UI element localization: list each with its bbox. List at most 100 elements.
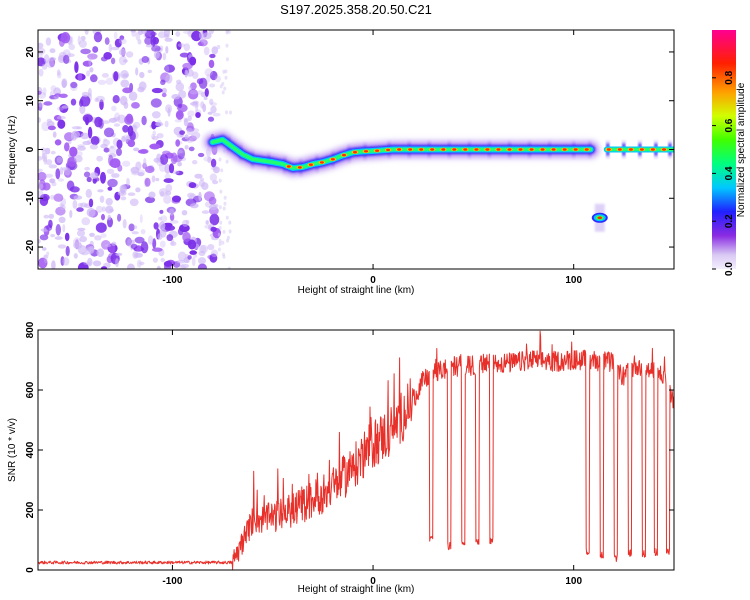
noise-speck <box>164 225 176 231</box>
noise-speck <box>101 213 105 221</box>
noise-speck <box>224 69 228 74</box>
noise-speck <box>130 166 140 174</box>
noise-speck <box>176 79 182 85</box>
noise-speck <box>108 43 113 53</box>
ridge-peak <box>375 149 380 152</box>
noise-speck <box>166 234 174 242</box>
x-tick-label: 0 <box>370 275 376 286</box>
noise-speck <box>80 132 90 140</box>
noise-speck <box>42 152 48 162</box>
noise-speck <box>223 201 227 206</box>
noise-speck <box>107 178 118 188</box>
noise-speck <box>127 263 135 269</box>
noise-speck <box>80 35 86 41</box>
noise-speck <box>189 56 197 66</box>
noise-speck <box>117 164 123 172</box>
noise-speck <box>125 51 134 58</box>
y-tick-label: 600 <box>25 381 36 398</box>
noise-speck <box>93 31 103 43</box>
noise-speck <box>191 131 201 140</box>
spectrogram-ridge <box>201 128 674 179</box>
noise-speck <box>107 186 113 191</box>
noise-speck <box>70 81 78 89</box>
noise-speck <box>86 207 96 218</box>
noise-speck <box>216 44 221 50</box>
colorbar: 0.0 0.2 0.4 0.6 0.8 Normalized spectral ampl… <box>712 30 747 276</box>
noise-speck <box>209 53 216 59</box>
noise-speck <box>144 36 153 45</box>
noise-speck <box>188 182 197 189</box>
noise-speck <box>197 152 205 158</box>
noise-speck <box>103 127 115 138</box>
noise-speck <box>70 98 77 106</box>
noise-speck <box>118 38 127 45</box>
noise-speck <box>64 142 70 152</box>
noise-speck <box>135 187 141 193</box>
noise-speck <box>159 209 164 214</box>
noise-speck <box>182 62 193 70</box>
noise-speck <box>182 219 189 227</box>
ridge-peak <box>319 161 324 164</box>
noise-speck <box>103 52 112 60</box>
snr-x-ticks: -100 0 100 <box>162 330 582 587</box>
noise-speck <box>38 155 43 161</box>
noise-speck <box>152 238 157 249</box>
noise-speck <box>151 111 161 119</box>
noise-speck <box>220 168 224 173</box>
noise-speck <box>186 122 194 131</box>
x-tick-label: -100 <box>162 275 182 286</box>
ridge-peak <box>397 148 402 151</box>
noise-speck <box>77 245 87 255</box>
noise-speck <box>177 147 186 160</box>
noise-speck <box>196 90 203 95</box>
noise-speck <box>183 118 189 127</box>
noise-speck <box>115 258 119 268</box>
noise-speck <box>58 216 66 223</box>
noise-speck <box>170 241 177 247</box>
noise-speck <box>209 98 214 105</box>
noise-speck <box>130 30 136 33</box>
noise-speck <box>144 177 151 187</box>
noise-speck <box>156 265 161 269</box>
noise-speck <box>202 103 207 113</box>
colorbar-label: Normalized spectral amplitude <box>736 82 747 217</box>
noise-speck <box>62 54 70 64</box>
noise-speck <box>188 195 193 200</box>
noise-speck <box>135 67 139 76</box>
ridge-peak <box>463 148 468 151</box>
noise-speck <box>103 147 110 153</box>
noise-speck <box>163 178 174 184</box>
colorbar-tick-label: 0.6 <box>724 118 735 132</box>
noise-speck <box>92 46 99 53</box>
noise-speck <box>46 118 52 123</box>
noise-speck <box>38 168 43 172</box>
noise-speck <box>76 126 83 130</box>
noise-speck <box>56 69 61 76</box>
noise-speck <box>139 261 145 266</box>
noise-speck <box>73 195 83 200</box>
noise-speck <box>45 159 53 166</box>
noise-speck <box>73 253 78 259</box>
y-tick-label: 400 <box>25 441 36 458</box>
noise-speck <box>110 145 114 149</box>
ridge-peak <box>518 148 523 151</box>
noise-speck <box>48 57 57 61</box>
noise-speck <box>197 263 207 269</box>
noise-speck <box>92 260 102 267</box>
noise-speck <box>128 223 135 232</box>
ridge-peak <box>485 148 490 151</box>
noise-speck <box>163 260 173 267</box>
noise-speck <box>110 57 116 65</box>
spectrogram-secondary-blob <box>591 203 608 232</box>
noise-speck <box>69 146 78 157</box>
noise-speck <box>179 130 186 136</box>
noise-speck <box>56 115 66 120</box>
blob-peak <box>597 216 602 220</box>
noise-speck <box>184 69 188 78</box>
noise-speck <box>89 172 99 179</box>
noise-speck <box>102 120 110 124</box>
noise-speck <box>212 166 220 174</box>
noise-speck <box>175 110 184 120</box>
snr-y-ticks: 0 200 400 600 800 <box>25 321 674 573</box>
noise-speck <box>62 224 66 233</box>
